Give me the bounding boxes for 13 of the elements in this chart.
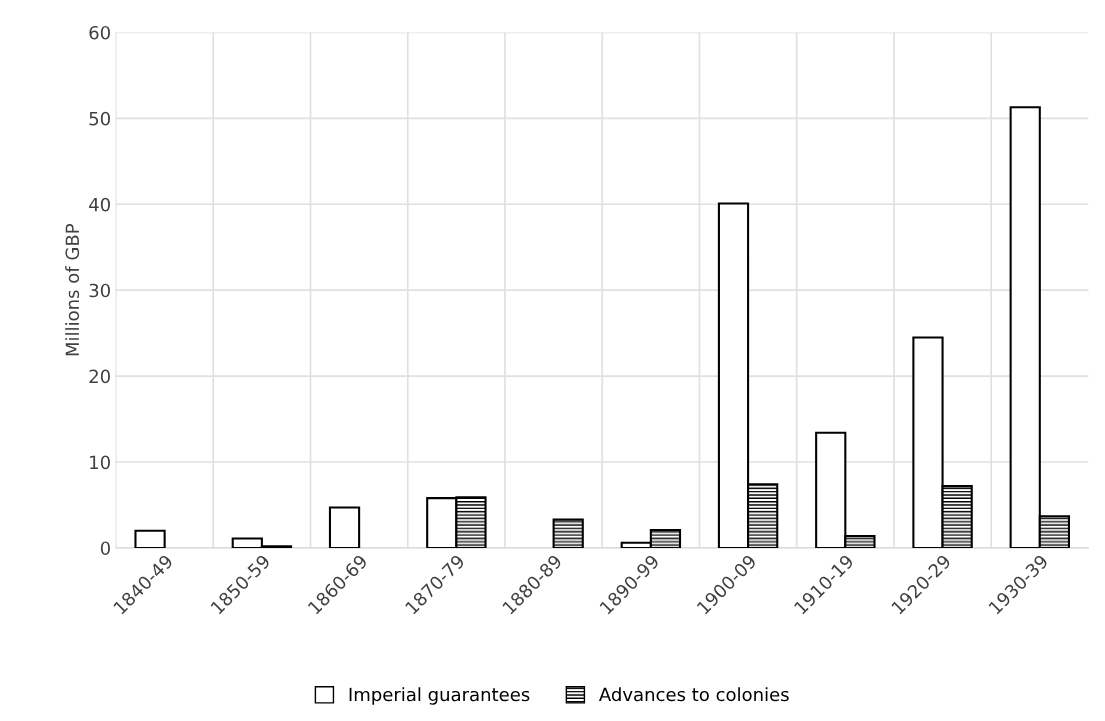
bar — [134, 529, 166, 548]
y-tick-label: 20 — [89, 369, 110, 384]
y-tick-label: 60 — [89, 25, 110, 40]
y-tick-label: 10 — [90, 455, 110, 470]
legend-label: Imperial guarantees — [349, 687, 530, 705]
bar — [328, 506, 361, 548]
bar — [552, 518, 584, 548]
y-axis-title: Millions of GBP — [65, 223, 80, 356]
y-tick-label: 40 — [89, 197, 110, 212]
y-tick-label: 30 — [89, 283, 110, 298]
legend-label: Advances to colonies — [598, 687, 789, 702]
y-tick-label: 0 — [100, 541, 110, 556]
y-tick-label: 50 — [89, 111, 110, 126]
